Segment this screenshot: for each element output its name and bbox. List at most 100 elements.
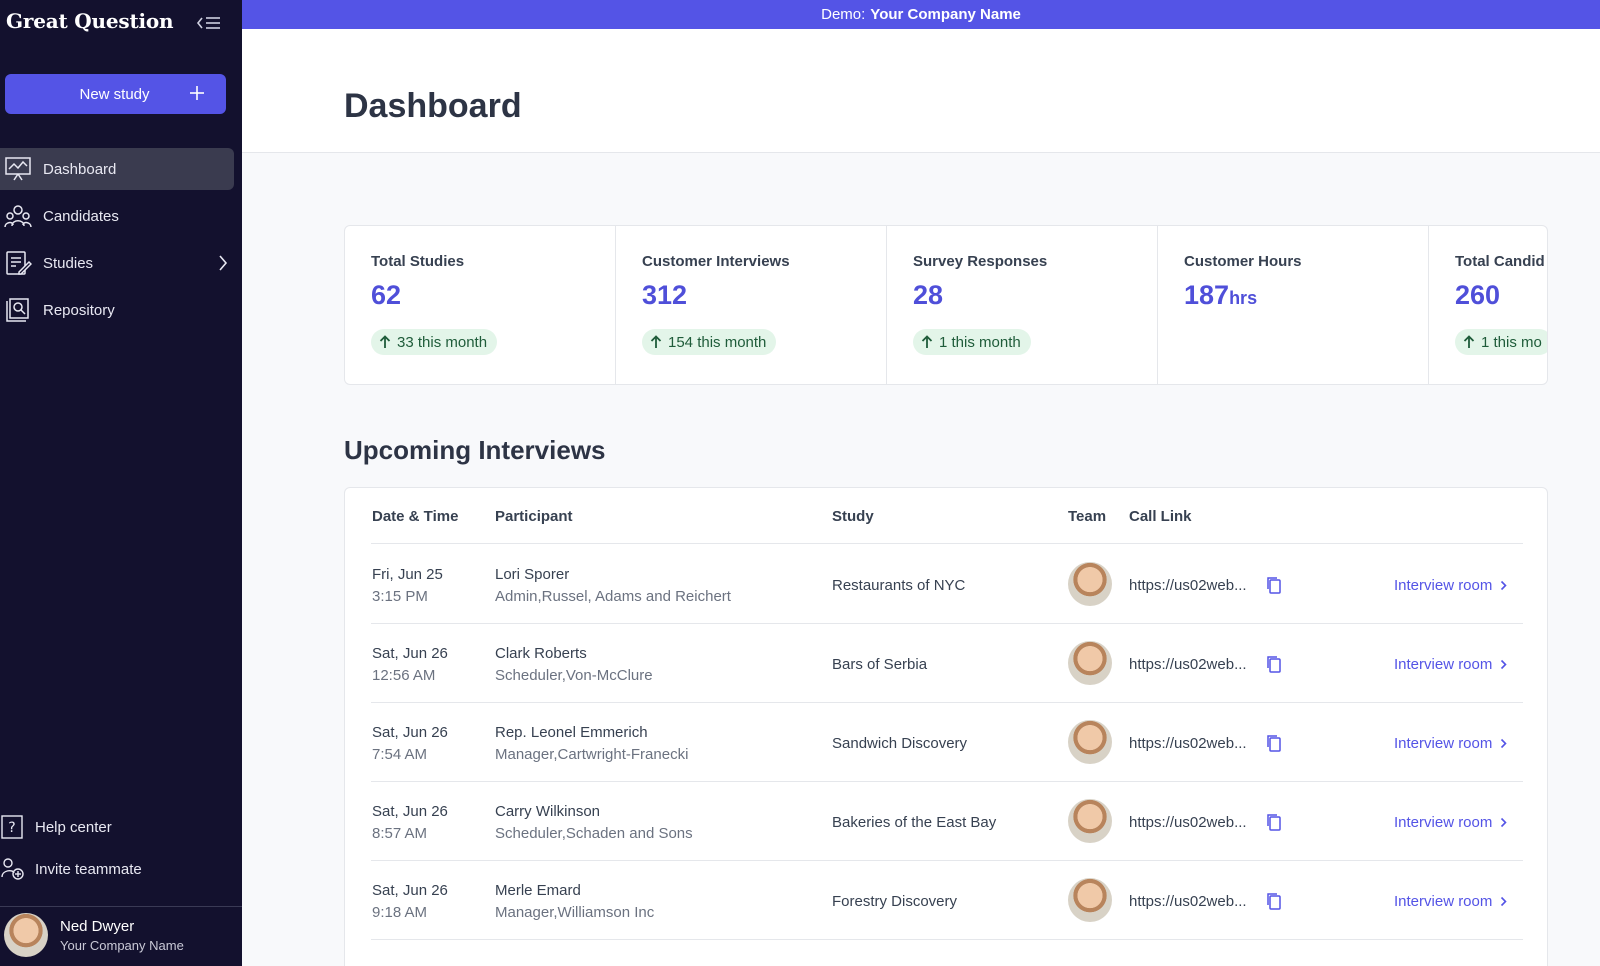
- interview-date: Sat, Jun 26: [372, 645, 448, 662]
- invite-teammate-link[interactable]: Invite teammate: [0, 854, 142, 884]
- add-user-icon: [0, 856, 26, 882]
- study-name[interactable]: Bakeries of the East Bay: [832, 814, 997, 831]
- stat-customer-interviews: Customer Interviews 312 154 this month: [616, 226, 887, 384]
- column-header: Team: [1068, 508, 1107, 525]
- table-row: Sat, Jun 26 8:57 AM Carry Wilkinson Schedul…: [345, 781, 1549, 861]
- new-study-button[interactable]: New study: [5, 74, 226, 114]
- interview-room-label: Interview room: [1394, 893, 1493, 910]
- call-link[interactable]: https://us02web...: [1129, 656, 1247, 673]
- participant-role: Scheduler,Schaden and Sons: [495, 825, 693, 842]
- demo-prefix: Demo:: [821, 6, 866, 23]
- interview-time: 12:56 AM: [372, 667, 436, 684]
- chevron-right-icon: [1501, 659, 1508, 670]
- stat-label: Total Candid: [1455, 253, 1545, 270]
- row-divider: [371, 623, 1523, 624]
- stat-label: Customer Interviews: [642, 253, 790, 270]
- document-edit-icon: [3, 248, 33, 278]
- interview-date: Fri, Jun 25: [372, 566, 443, 583]
- copy-icon[interactable]: [1264, 812, 1284, 832]
- chevron-right-icon: [1501, 580, 1508, 591]
- sidebar-item-label: Repository: [43, 301, 115, 319]
- call-link[interactable]: https://us02web...: [1129, 577, 1247, 594]
- users-group-icon: [3, 201, 33, 231]
- chevron-right-icon: [1501, 738, 1508, 749]
- user-company: Your Company Name: [60, 937, 184, 953]
- arrow-up-icon: [921, 335, 933, 348]
- interview-date: Sat, Jun 26: [372, 803, 448, 820]
- copy-icon[interactable]: [1264, 654, 1284, 674]
- copy-icon[interactable]: [1264, 733, 1284, 753]
- stat-total-candidates: Total Candid 260 1 this mo: [1429, 226, 1547, 384]
- participant-role: Manager,Williamson Inc: [495, 904, 655, 921]
- participant-name[interactable]: Rep. Leonel Emmerich: [495, 724, 648, 741]
- plus-icon: [190, 86, 204, 100]
- column-header: Participant: [495, 508, 573, 525]
- interview-room-label: Interview room: [1394, 735, 1493, 752]
- table-row: Sat, Jun 26 12:56 AM Clark Roberts Schedule…: [345, 623, 1549, 703]
- arrow-up-icon: [379, 335, 391, 348]
- page-header: Dashboard: [242, 29, 1600, 153]
- stat-total-studies: Total Studies 62 33 this month: [345, 226, 616, 384]
- interview-date: Sat, Jun 26: [372, 882, 448, 899]
- study-name[interactable]: Bars of Serbia: [832, 656, 928, 673]
- call-link[interactable]: https://us02web...: [1129, 735, 1247, 752]
- interview-room-link[interactable]: Interview room: [1394, 577, 1508, 594]
- arrow-up-icon: [1463, 335, 1475, 348]
- participant-name[interactable]: Lori Sporer: [495, 566, 570, 583]
- sidebar: Great Question New study Dashboard Candi…: [0, 0, 242, 966]
- call-link[interactable]: https://us02web...: [1129, 893, 1247, 910]
- help-center-link[interactable]: ? Help center: [0, 812, 112, 842]
- stat-delta-badge: 154 this month: [642, 329, 777, 355]
- interview-room-link[interactable]: Interview room: [1394, 735, 1508, 752]
- study-name[interactable]: Sandwich Discovery: [832, 735, 968, 752]
- interview-time: 8:57 AM: [372, 825, 428, 842]
- sidebar-item-dashboard[interactable]: Dashboard: [0, 148, 234, 190]
- call-link[interactable]: https://us02web...: [1129, 814, 1247, 831]
- sidebar-divider: [0, 906, 242, 907]
- copy-icon[interactable]: [1264, 891, 1284, 911]
- app-logo[interactable]: Great Question: [6, 9, 174, 33]
- page-title: Dashboard: [344, 87, 522, 125]
- new-study-label: New study: [79, 85, 150, 103]
- study-name[interactable]: Forestry Discovery: [832, 893, 958, 910]
- row-divider: [371, 781, 1523, 782]
- collapse-sidebar-icon[interactable]: [196, 14, 222, 32]
- chevron-right-icon: [1501, 817, 1508, 828]
- interview-room-link[interactable]: Interview room: [1394, 893, 1508, 910]
- interview-room-label: Interview room: [1394, 577, 1493, 594]
- presentation-chart-icon: [3, 154, 33, 184]
- stat-value: 62: [371, 280, 402, 310]
- table-row: Sat, Jun 26 7:54 AM Rep. Leonel Emmerich Ma…: [345, 702, 1549, 782]
- sidebar-item-studies[interactable]: Studies: [0, 242, 234, 284]
- study-name[interactable]: Restaurants of NYC: [832, 577, 966, 594]
- stat-value: 28: [913, 280, 944, 310]
- row-divider: [371, 939, 1523, 940]
- copy-icon[interactable]: [1264, 575, 1284, 595]
- sidebar-item-candidates[interactable]: Candidates: [0, 195, 234, 237]
- stat-value: 260: [1455, 280, 1501, 310]
- interview-room-link[interactable]: Interview room: [1394, 814, 1508, 831]
- user-profile[interactable]: Ned Dwyer Your Company Name: [4, 913, 184, 957]
- participant-name[interactable]: Carry Wilkinson: [495, 803, 601, 820]
- interview-room-link[interactable]: Interview room: [1394, 656, 1508, 673]
- svg-text:?: ?: [8, 820, 15, 836]
- participant-name[interactable]: Merle Emard: [495, 882, 581, 899]
- stat-label: Survey Responses: [913, 253, 1048, 270]
- sidebar-item-label: Candidates: [43, 207, 119, 225]
- stat-value: 312: [642, 280, 688, 310]
- participant-name[interactable]: Clark Roberts: [495, 645, 587, 662]
- participant-role: Scheduler,Von-McClure: [495, 667, 653, 684]
- demo-banner: Demo: Your Company Name: [242, 0, 1600, 29]
- question-icon: ?: [0, 814, 26, 840]
- interviews-table: Date & Time Participant Study Team Call …: [344, 487, 1548, 966]
- stat-survey-responses: Survey Responses 28 1 this month: [887, 226, 1158, 384]
- table-row: Sat, Jun 26 9:18 AM Merle Emard Manager,Wil…: [345, 860, 1549, 940]
- sidebar-item-repository[interactable]: Repository: [0, 289, 234, 331]
- upcoming-interviews-title: Upcoming Interviews: [344, 435, 606, 465]
- stat-label: Total Studies: [371, 253, 465, 270]
- sidebar-item-label: Dashboard: [43, 160, 117, 178]
- demo-company-name: Your Company Name: [870, 6, 1021, 23]
- user-name: Ned Dwyer: [60, 917, 135, 935]
- stat-delta-badge: 1 this month: [913, 329, 1031, 355]
- header-divider: [371, 543, 1523, 544]
